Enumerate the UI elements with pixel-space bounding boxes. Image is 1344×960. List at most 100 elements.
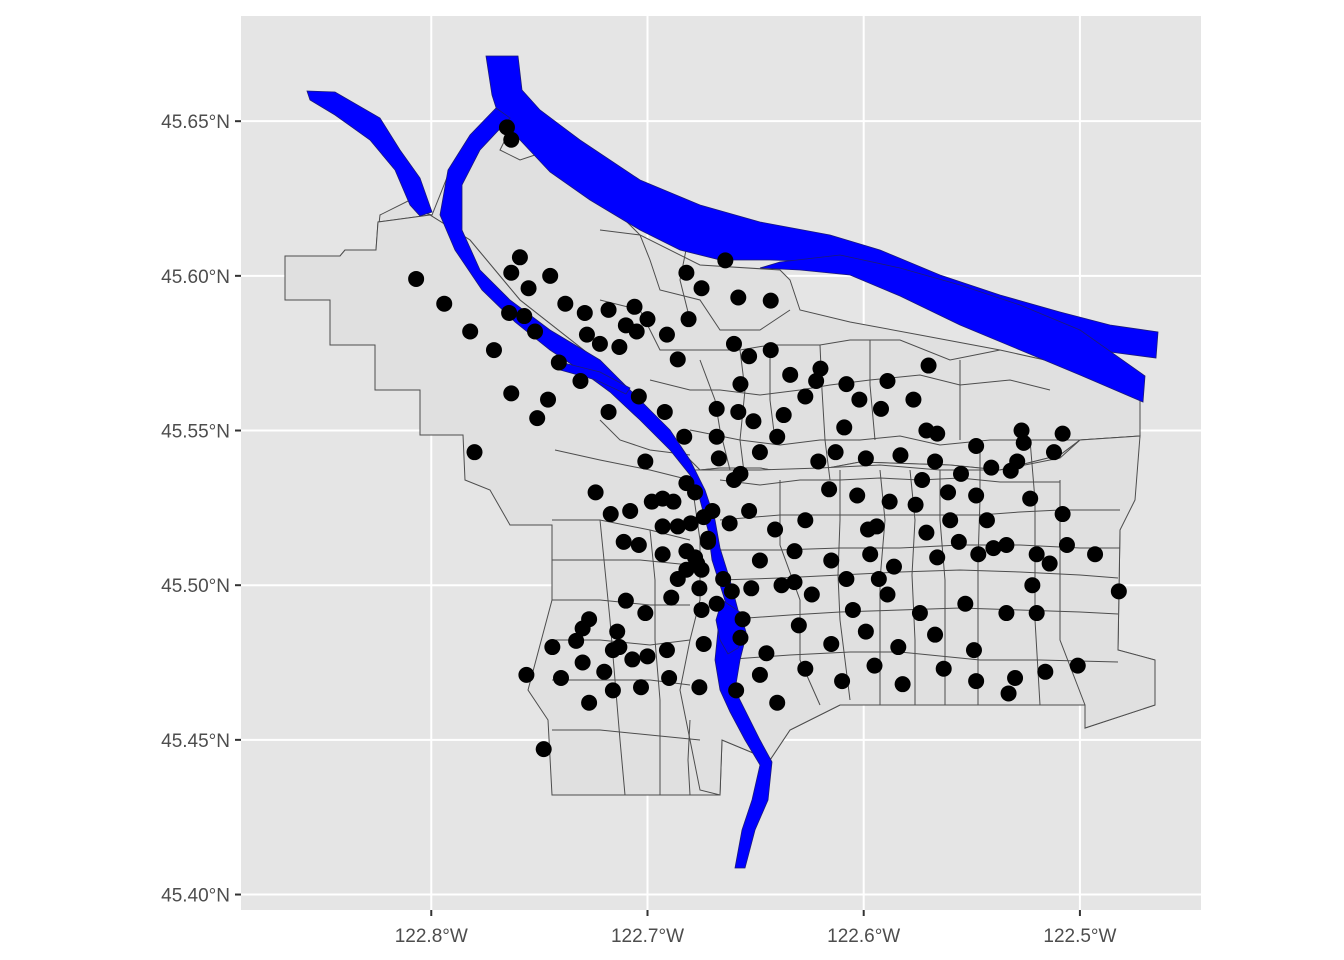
location-point — [617, 592, 634, 609]
location-point — [978, 512, 995, 529]
location-point — [1054, 425, 1071, 442]
location-point — [630, 536, 647, 553]
location-point — [838, 571, 855, 588]
location-point — [741, 502, 758, 519]
location-point — [1015, 434, 1032, 451]
location-point — [693, 601, 710, 618]
location-point — [691, 679, 708, 696]
location-point — [968, 437, 985, 454]
location-point — [557, 295, 574, 312]
location-point — [732, 629, 749, 646]
city-neighborhoods — [284, 129, 1156, 796]
location-point — [630, 388, 647, 405]
location-point — [1087, 546, 1104, 563]
location-point — [834, 673, 851, 690]
location-point — [838, 376, 855, 393]
y-tick-label: 45.40°N — [161, 886, 230, 907]
location-point — [553, 669, 569, 686]
location-point — [540, 391, 557, 408]
location-point — [920, 357, 937, 374]
location-point — [1028, 546, 1045, 563]
location-point — [639, 311, 656, 328]
location-point — [827, 444, 844, 461]
location-point — [503, 385, 520, 402]
location-point — [968, 487, 985, 504]
location-point — [762, 342, 779, 359]
location-point — [940, 484, 957, 501]
location-point — [717, 252, 734, 269]
location-point — [914, 472, 931, 489]
location-point — [823, 635, 840, 652]
location-point — [732, 465, 749, 482]
location-point — [775, 407, 792, 424]
location-point — [693, 280, 710, 297]
location-point — [907, 496, 924, 513]
location-point — [862, 546, 879, 563]
location-point — [927, 453, 944, 470]
location-point — [741, 348, 758, 365]
location-point — [485, 342, 502, 359]
location-point — [633, 679, 649, 696]
rivers — [306, 55, 1159, 869]
location-point — [721, 515, 738, 532]
location-point — [462, 323, 479, 340]
location-point — [870, 571, 887, 588]
location-point — [604, 642, 621, 659]
location-point — [953, 465, 969, 482]
location-point — [1041, 555, 1058, 572]
location-point — [823, 552, 840, 569]
location-point — [591, 335, 608, 352]
location-point — [654, 490, 671, 507]
y-tick-label: 45.60°N — [161, 267, 230, 288]
location-point — [892, 447, 909, 464]
location-point — [682, 515, 699, 532]
location-point — [654, 518, 671, 535]
location-point — [680, 311, 697, 328]
location-point — [918, 524, 935, 541]
location-point — [708, 428, 725, 445]
location-point — [600, 403, 617, 420]
location-point — [708, 400, 725, 417]
location-point — [550, 354, 567, 371]
location-point — [529, 410, 546, 427]
location-point — [957, 595, 974, 612]
location-point — [1045, 444, 1062, 461]
location-point — [678, 264, 695, 281]
location-point — [918, 422, 935, 439]
location-point — [516, 308, 533, 325]
location-point — [950, 533, 967, 550]
location-point — [581, 694, 598, 711]
location-point — [498, 119, 515, 136]
location-point — [511, 249, 528, 266]
location-point — [769, 428, 786, 445]
location-point — [983, 459, 1000, 476]
location-point — [624, 651, 641, 668]
location-point — [661, 669, 678, 686]
location-point — [568, 632, 585, 649]
location-point — [639, 648, 656, 665]
location-point — [1013, 422, 1030, 439]
location-point — [527, 323, 544, 340]
location-point — [654, 546, 671, 563]
location-point — [572, 373, 589, 390]
location-point — [1000, 685, 1017, 702]
location-point — [658, 642, 675, 659]
location-point — [730, 403, 747, 420]
location-point — [998, 536, 1015, 553]
location-point — [723, 583, 740, 600]
location-point — [436, 295, 453, 312]
location-point — [600, 301, 617, 318]
location-point — [786, 574, 803, 591]
x-axis: 122.8°W 122.7°W 122.6°W 122.5°W — [395, 910, 1117, 947]
location-point — [812, 360, 829, 377]
location-point — [628, 323, 645, 340]
location-point — [695, 635, 712, 652]
location-point — [637, 453, 654, 470]
location-point — [710, 450, 727, 467]
location-point — [408, 270, 425, 287]
location-point — [894, 676, 911, 693]
location-point — [1022, 490, 1039, 507]
location-point — [844, 601, 861, 618]
y-tick-label: 45.50°N — [161, 576, 230, 597]
